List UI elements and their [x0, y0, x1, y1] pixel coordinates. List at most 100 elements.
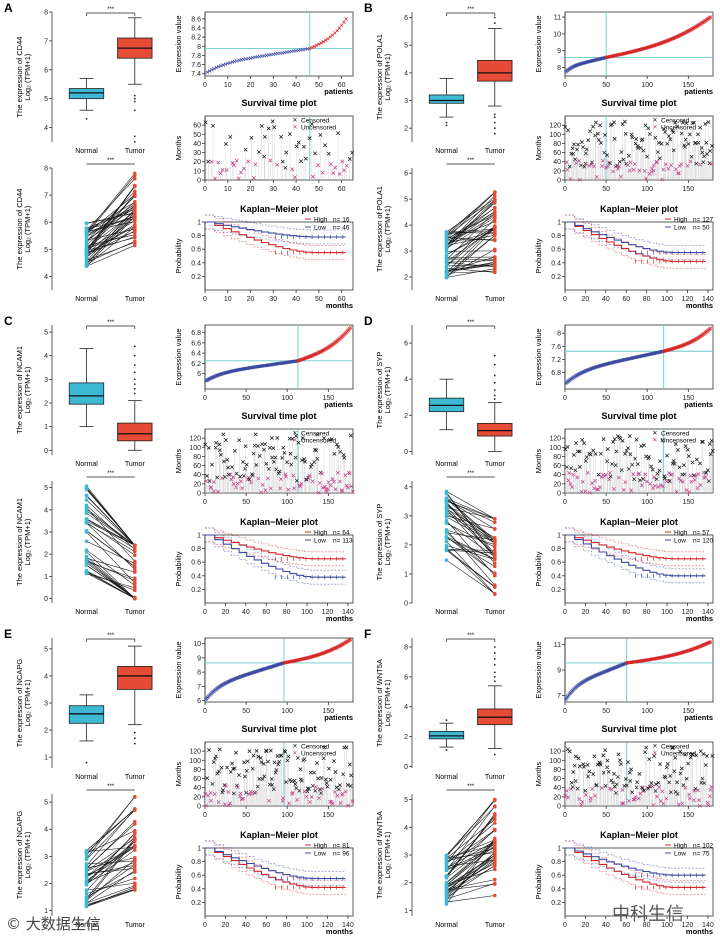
normal-box	[68, 382, 105, 405]
x-label-tumor: Tumor	[125, 148, 146, 155]
censored-point	[289, 462, 294, 493]
censored-point	[683, 144, 688, 180]
censored-point	[312, 447, 317, 493]
y-tick-label: 0	[557, 491, 561, 498]
tumor-point	[493, 571, 497, 576]
y-tick-label: 100	[549, 445, 561, 452]
high-risk-point	[312, 44, 317, 49]
tumor-point	[133, 204, 137, 209]
uncensored-point	[565, 167, 570, 180]
x-mark	[219, 63, 223, 68]
plot-frame	[204, 11, 354, 77]
pair-line	[86, 218, 135, 230]
y-tick-label: 0	[44, 448, 48, 455]
pair-line	[446, 227, 495, 278]
sig-label: ***	[467, 320, 475, 326]
high-risk-point	[708, 326, 713, 331]
km-x-label: months	[326, 301, 353, 310]
uncensored-point	[636, 472, 641, 493]
y-tick-label: 4	[404, 484, 408, 491]
x-mark	[342, 20, 346, 24]
censored-point	[582, 441, 587, 493]
x-tick-label: 80	[283, 609, 291, 616]
censored-point	[583, 459, 588, 493]
box-y-label-unit: Log₂ (TPM+1)	[23, 366, 32, 413]
censored-point	[329, 437, 334, 493]
x-mark	[280, 51, 285, 55]
censored-point	[655, 150, 660, 180]
high-risk-point	[310, 45, 314, 50]
high-risk-point	[323, 38, 328, 43]
y-tick-label: 0.2	[191, 274, 201, 281]
tumor-point	[493, 270, 497, 275]
tumor-point	[133, 240, 137, 245]
normal-outlier	[85, 117, 88, 120]
x-mark	[262, 134, 267, 139]
normal-point	[84, 243, 89, 248]
pair-line	[86, 226, 135, 266]
y-tick-label: 0	[557, 178, 561, 185]
tumor-point	[133, 243, 137, 248]
x-mark	[307, 46, 312, 51]
uncensored-point	[263, 488, 268, 493]
x-mark	[251, 55, 255, 60]
y-tick-label: 0.2	[191, 587, 201, 594]
uncensored-point	[593, 478, 598, 493]
x-tick-label: 50	[602, 499, 610, 506]
tumor-box	[117, 422, 153, 442]
uncensored-point	[211, 489, 216, 493]
censored-point	[683, 444, 688, 493]
uncensored-point	[253, 162, 258, 180]
tumor-outlier	[493, 389, 496, 391]
y-tick-label: 3	[44, 377, 48, 384]
tumor-outlier	[493, 121, 496, 124]
tumor-outlier	[493, 116, 496, 119]
censored-point	[693, 140, 698, 180]
y-tick-label: 100	[189, 445, 201, 452]
normal-outlier	[445, 124, 448, 127]
x-label-normal: Normal	[435, 148, 458, 155]
high-risk-point	[337, 26, 342, 30]
box-y-label-unit: Log₂ (TPM+1)	[383, 366, 392, 413]
pair-line	[86, 191, 135, 242]
x-mark	[340, 159, 345, 164]
censored-point	[620, 438, 625, 493]
tumor-point	[133, 200, 137, 205]
pair-line	[446, 234, 495, 246]
pair-line	[86, 231, 135, 250]
y-tick-label: 60	[553, 150, 561, 157]
x-mark	[207, 69, 212, 73]
tumor-outlier	[133, 109, 136, 112]
x-mark	[246, 56, 251, 61]
high-risk-point	[339, 23, 344, 28]
censored-point	[211, 123, 215, 180]
y-tick-label: 60	[193, 463, 201, 470]
uncensored-point	[566, 478, 571, 493]
normal-point	[444, 530, 449, 535]
y-tick-label: 120	[549, 123, 561, 130]
low-risk-point	[216, 64, 221, 69]
uncensored-point	[239, 170, 243, 180]
tumor-point	[133, 176, 137, 181]
pair-line	[86, 186, 136, 254]
panel-letter: B	[364, 1, 373, 15]
censored-point	[228, 134, 233, 180]
normal-point	[84, 255, 89, 260]
y-tick-label: 0.8	[191, 546, 201, 553]
censored-point	[326, 151, 331, 180]
sig-label: ***	[467, 158, 475, 164]
y-tick-label: 4	[44, 353, 48, 360]
normal-point	[84, 258, 89, 263]
censored-point	[257, 150, 261, 180]
x-mark	[303, 47, 307, 52]
tumor-point	[133, 219, 137, 224]
uncensored-point	[216, 489, 220, 494]
x-label-normal: Normal	[435, 461, 458, 468]
y-tick-label: 0.4	[551, 260, 561, 267]
y-tick-label: 60	[553, 463, 561, 470]
normal-point	[84, 235, 89, 239]
tumor-point	[133, 216, 137, 221]
x-mark	[239, 58, 244, 62]
panel-letter: C	[4, 314, 13, 328]
uncensored-point	[260, 482, 265, 493]
